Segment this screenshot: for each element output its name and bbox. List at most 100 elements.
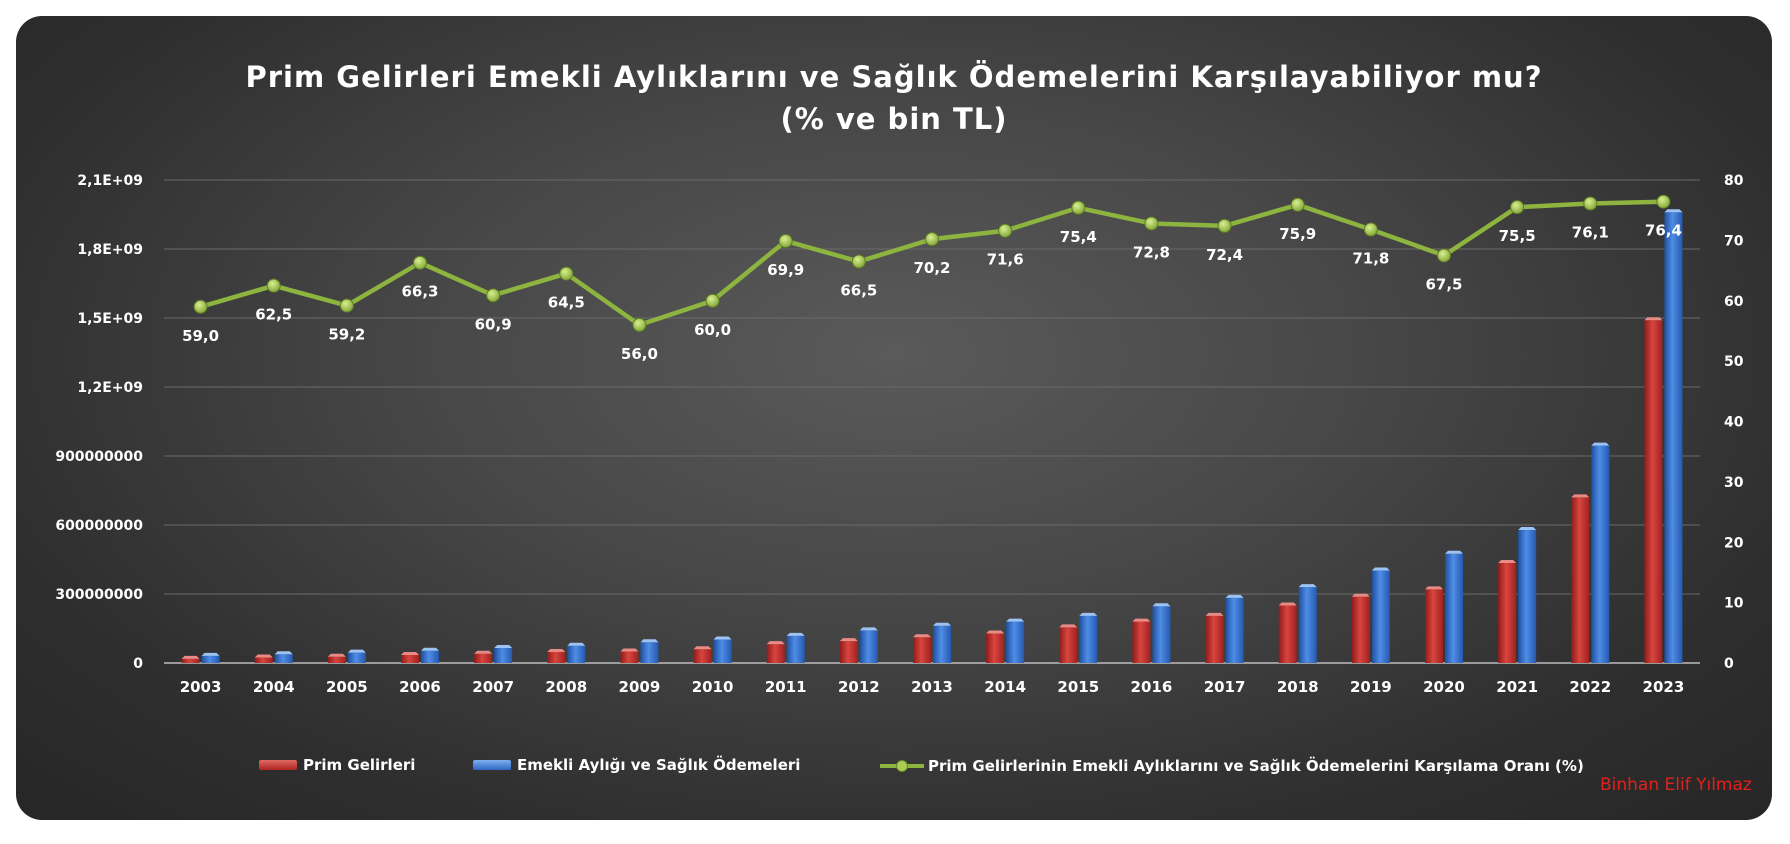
bar-prim bbox=[1644, 320, 1663, 663]
chart-frame bbox=[16, 16, 1772, 820]
left-axis-tick-label: 1,2E+09 bbox=[77, 380, 143, 396]
data-label-oran: 70,2 bbox=[913, 259, 950, 277]
bar-emekli bbox=[421, 650, 439, 663]
bar-emekli-cap bbox=[347, 649, 366, 653]
bar-emekli-cap bbox=[1591, 442, 1610, 446]
bar-emekli bbox=[1371, 570, 1390, 663]
bar-prim-cap bbox=[1205, 612, 1224, 616]
data-label-oran: 60,0 bbox=[694, 321, 731, 339]
bar-emekli-cap bbox=[1518, 527, 1537, 531]
bar-emekli bbox=[1006, 621, 1025, 663]
x-axis-tick-label: 2015 bbox=[1057, 678, 1099, 696]
bar-prim bbox=[1205, 615, 1224, 663]
chart-title: Prim Gelirleri Emekli Aylıklarını ve Sağ… bbox=[16, 56, 1772, 140]
bar-prim bbox=[401, 654, 419, 663]
data-label-oran: 69,9 bbox=[767, 261, 804, 279]
x-axis-tick-label: 2016 bbox=[1131, 678, 1173, 696]
left-axis-tick-label: 900000000 bbox=[55, 449, 143, 465]
x-axis-tick-label: 2005 bbox=[326, 678, 368, 696]
legend-swatch-prim bbox=[259, 760, 297, 770]
right-axis-tick-label: 60 bbox=[1724, 294, 1744, 310]
bar-emekli bbox=[494, 648, 513, 663]
bar-prim bbox=[693, 649, 712, 663]
line-point-oran bbox=[1437, 248, 1451, 263]
legend-item-emekli: Emekli Aylığı ve Sağlık Ödemeleri bbox=[473, 756, 800, 774]
line-point-oran bbox=[1583, 196, 1598, 211]
bar-prim bbox=[254, 657, 273, 663]
bar-emekli-cap bbox=[1225, 594, 1244, 598]
bar-emekli bbox=[567, 645, 586, 663]
bar-emekli-cap bbox=[1079, 612, 1098, 616]
bar-emekli-cap bbox=[713, 636, 732, 640]
bar-prim bbox=[1132, 621, 1151, 663]
bar-prim bbox=[474, 653, 493, 663]
x-axis-tick-label: 2020 bbox=[1423, 678, 1465, 696]
bar-prim bbox=[1571, 497, 1590, 663]
right-axis-tick-label: 50 bbox=[1724, 354, 1744, 370]
x-axis-tick-label: 2011 bbox=[765, 678, 807, 696]
x-axis-tick-label: 2013 bbox=[911, 678, 953, 696]
right-axis-tick-label: 10 bbox=[1724, 596, 1744, 612]
bar-prim-cap bbox=[1132, 618, 1151, 622]
legend-label-oran: Prim Gelirlerinin Emekli Aylıklarını ve … bbox=[928, 757, 1584, 775]
bar-emekli bbox=[347, 652, 366, 663]
bar-emekli bbox=[1298, 587, 1317, 663]
line-point-oran bbox=[486, 288, 501, 303]
bar-prim-cap bbox=[1644, 317, 1663, 321]
bar-prim-cap bbox=[766, 641, 785, 645]
bar-prim bbox=[1351, 596, 1370, 663]
bar-emekli-cap bbox=[1664, 209, 1683, 213]
bar-emekli-cap bbox=[201, 652, 220, 656]
left-axis-tick-label: 1,5E+09 bbox=[77, 311, 143, 327]
bar-emekli-cap bbox=[1445, 550, 1463, 554]
bar-emekli-cap bbox=[786, 632, 805, 636]
data-label-oran: 75,9 bbox=[1279, 225, 1316, 243]
bar-emekli bbox=[933, 625, 951, 663]
line-point-oran bbox=[413, 255, 427, 270]
right-axis-tick-label: 80 bbox=[1724, 173, 1744, 189]
line-point-oran bbox=[1363, 222, 1378, 237]
data-label-oran: 71,8 bbox=[1352, 250, 1389, 268]
bar-prim bbox=[1425, 589, 1443, 663]
left-axis-tick-label: 2,1E+09 bbox=[77, 173, 143, 189]
bar-emekli bbox=[713, 639, 732, 663]
bar-prim-cap bbox=[474, 650, 493, 654]
bar-prim bbox=[986, 633, 1005, 663]
data-label-oran: 60,9 bbox=[475, 315, 512, 333]
bar-prim-cap bbox=[839, 638, 858, 642]
bar-prim-cap bbox=[1498, 559, 1517, 563]
bar-prim-cap bbox=[1059, 624, 1078, 628]
bar-emekli-cap bbox=[567, 642, 586, 646]
bar-prim-cap bbox=[913, 634, 931, 638]
bar-emekli bbox=[1079, 615, 1098, 663]
x-axis-tick-label: 2014 bbox=[984, 678, 1026, 696]
bar-emekli bbox=[1518, 530, 1537, 663]
bar-prim-cap bbox=[181, 655, 200, 659]
data-label-oran: 76,1 bbox=[1572, 224, 1609, 242]
line-point-oran bbox=[1510, 200, 1525, 215]
x-axis-tick-label: 2008 bbox=[545, 678, 587, 696]
bar-emekli-cap bbox=[859, 627, 878, 631]
bar-prim-cap bbox=[620, 648, 639, 652]
bar-emekli-cap bbox=[494, 645, 513, 649]
data-label-oran: 56,0 bbox=[621, 345, 658, 363]
data-label-oran: 62,5 bbox=[255, 306, 292, 324]
data-label-oran: 72,4 bbox=[1206, 246, 1243, 264]
bar-prim bbox=[913, 637, 931, 663]
x-axis-tick-label: 2009 bbox=[619, 678, 661, 696]
legend-swatch-oran bbox=[880, 756, 924, 776]
bar-emekli-cap bbox=[1371, 567, 1390, 571]
data-label-oran: 71,6 bbox=[987, 251, 1024, 269]
right-axis-tick-label: 70 bbox=[1724, 233, 1744, 249]
bar-emekli bbox=[1445, 553, 1463, 663]
line-point-oran bbox=[1217, 218, 1232, 233]
bar-prim bbox=[1278, 605, 1297, 663]
data-label-oran: 67,5 bbox=[1425, 275, 1462, 293]
line-point-oran bbox=[632, 317, 647, 332]
legend-label-prim: Prim Gelirleri bbox=[303, 756, 416, 774]
x-axis-tick-label: 2012 bbox=[838, 678, 880, 696]
bar-prim-cap bbox=[1425, 586, 1443, 590]
bar-prim bbox=[1059, 627, 1078, 663]
bar-prim bbox=[327, 656, 346, 663]
